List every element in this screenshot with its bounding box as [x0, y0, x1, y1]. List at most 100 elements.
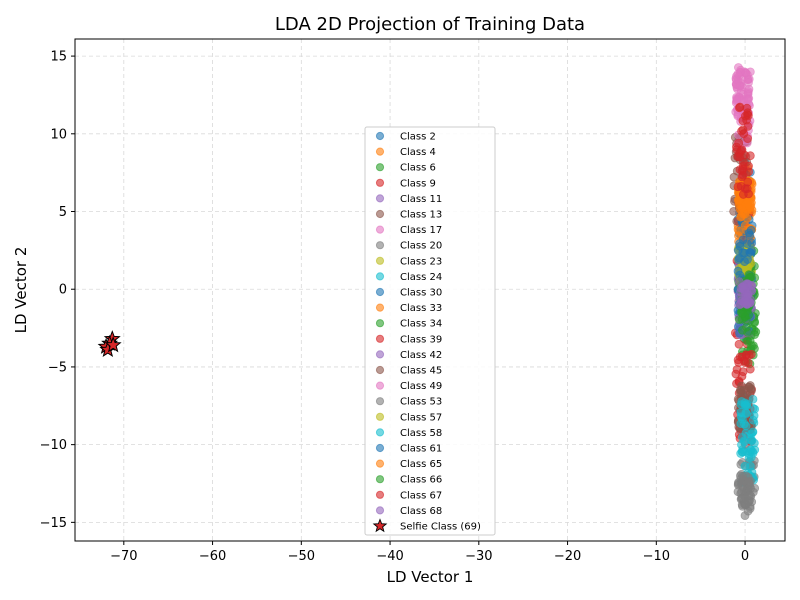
legend-label: Class 30: [400, 288, 442, 299]
point-class-67: [745, 151, 755, 161]
point-class-58: [738, 447, 748, 457]
legend-marker: [375, 412, 385, 421]
legend-label: Class 33: [400, 303, 442, 314]
legend-label-selfie: Selfie Class (69): [400, 522, 481, 533]
point-class-53: [744, 477, 754, 486]
y-axis-title: LD Vector 2: [12, 247, 30, 334]
x-tick-label: −20: [554, 549, 581, 564]
x-tick-label: −40: [376, 549, 403, 564]
legend-marker: [375, 241, 385, 250]
point-class-34: [745, 336, 755, 346]
legend-label: Class 66: [400, 475, 442, 486]
legend-marker: [375, 428, 385, 437]
legend-label: Class 4: [400, 147, 436, 158]
legend-label: Class 67: [400, 490, 442, 501]
point-class-34: [738, 325, 747, 335]
legend-marker: [375, 209, 385, 219]
y-axis-ticks: −15 −10 −5 0 5 10 15: [40, 50, 75, 531]
legend-marker: [375, 194, 385, 203]
point-class-39: [745, 364, 755, 374]
legend-marker: [375, 225, 385, 234]
point-class-53: [740, 499, 750, 508]
legend-marker: [375, 459, 385, 468]
point-class-58: [747, 429, 756, 439]
point-class-68: [742, 300, 752, 309]
point-class-49: [743, 94, 753, 104]
legend-label: Class 13: [400, 210, 442, 221]
point-class-58: [749, 411, 759, 421]
y-tick-label: 10: [50, 127, 67, 142]
point-class-67: [738, 125, 748, 135]
point-class-49: [731, 75, 741, 85]
scatter-points: [729, 63, 761, 521]
point-class-67: [740, 111, 750, 121]
legend-label: Class 2: [400, 132, 436, 143]
point-class-53: [733, 479, 743, 489]
legend: Class 2 Class 4 Class 6 Class 9 Class 11 Clas…: [364, 126, 496, 536]
legend-label: Class 58: [400, 428, 442, 439]
selfie-class-star: [104, 336, 122, 353]
y-tick-label: 15: [50, 50, 67, 65]
legend-label: Class 39: [400, 334, 442, 345]
point-class-65: [735, 204, 745, 214]
legend-marker: [375, 365, 385, 375]
legend-label: Class 68: [400, 506, 442, 517]
grid-lines: [75, 39, 785, 541]
legend-marker: [375, 287, 385, 297]
legend-label: Class 34: [400, 319, 442, 330]
point-class-58: [746, 453, 756, 462]
legend-marker: [375, 272, 385, 281]
point-class-68: [736, 287, 745, 297]
x-tick-label: −60: [199, 549, 226, 564]
y-tick-label: 5: [59, 205, 67, 220]
point-class-67: [735, 165, 745, 174]
legend-star-marker: [372, 518, 388, 533]
point-class-65: [747, 205, 757, 215]
plot-area-frame: [74, 38, 786, 542]
point-class-61: [745, 247, 755, 257]
legend-marker: [375, 334, 385, 343]
legend-marker: [375, 303, 385, 312]
point-class-58: [740, 437, 750, 447]
y-tick-label: −10: [40, 438, 67, 453]
x-axis-ticks: −70 −60 −50 −40 −30 −20 −10 0: [110, 541, 749, 564]
legend-marker: [375, 163, 385, 172]
point-class-67: [743, 177, 753, 187]
point-class-67: [736, 181, 746, 191]
legend-label: Class 23: [400, 256, 442, 267]
point-class-58: [742, 401, 752, 411]
point-class-24: [740, 461, 750, 471]
point-class-58: [750, 445, 760, 455]
point-class-66: [738, 309, 748, 319]
legend-marker: [375, 319, 385, 328]
x-axis-title: LD Vector 1: [387, 568, 474, 586]
point-class-58: [748, 394, 758, 404]
point-class-61: [745, 230, 755, 240]
point-class-67: [735, 152, 745, 162]
point-class-49: [736, 81, 746, 91]
legend-label: Class 9: [400, 178, 436, 189]
legend-marker: [375, 506, 385, 515]
legend-marker: [375, 178, 385, 187]
point-class-58: [737, 414, 747, 424]
legend-label: Class 61: [400, 444, 442, 455]
point-class-39: [744, 350, 754, 360]
legend-marker: [375, 350, 385, 359]
legend-marker: [375, 131, 385, 141]
point-class-39: [734, 358, 744, 367]
legend-label: Class 6: [400, 163, 436, 174]
legend-label: Class 53: [400, 397, 442, 408]
legend-label: Class 42: [400, 350, 442, 361]
legend-marker: [375, 490, 385, 499]
legend-label: Class 20: [400, 241, 442, 252]
legend-marker: [375, 443, 385, 453]
point-class-67: [737, 172, 747, 182]
point-class-20: [743, 506, 753, 516]
point-class-45: [736, 385, 746, 395]
point-class-61: [733, 266, 743, 276]
legend-marker: [375, 381, 385, 390]
legend-label: Class 57: [400, 412, 442, 423]
y-tick-label: 0: [59, 283, 67, 298]
x-tick-label: −50: [288, 549, 315, 564]
